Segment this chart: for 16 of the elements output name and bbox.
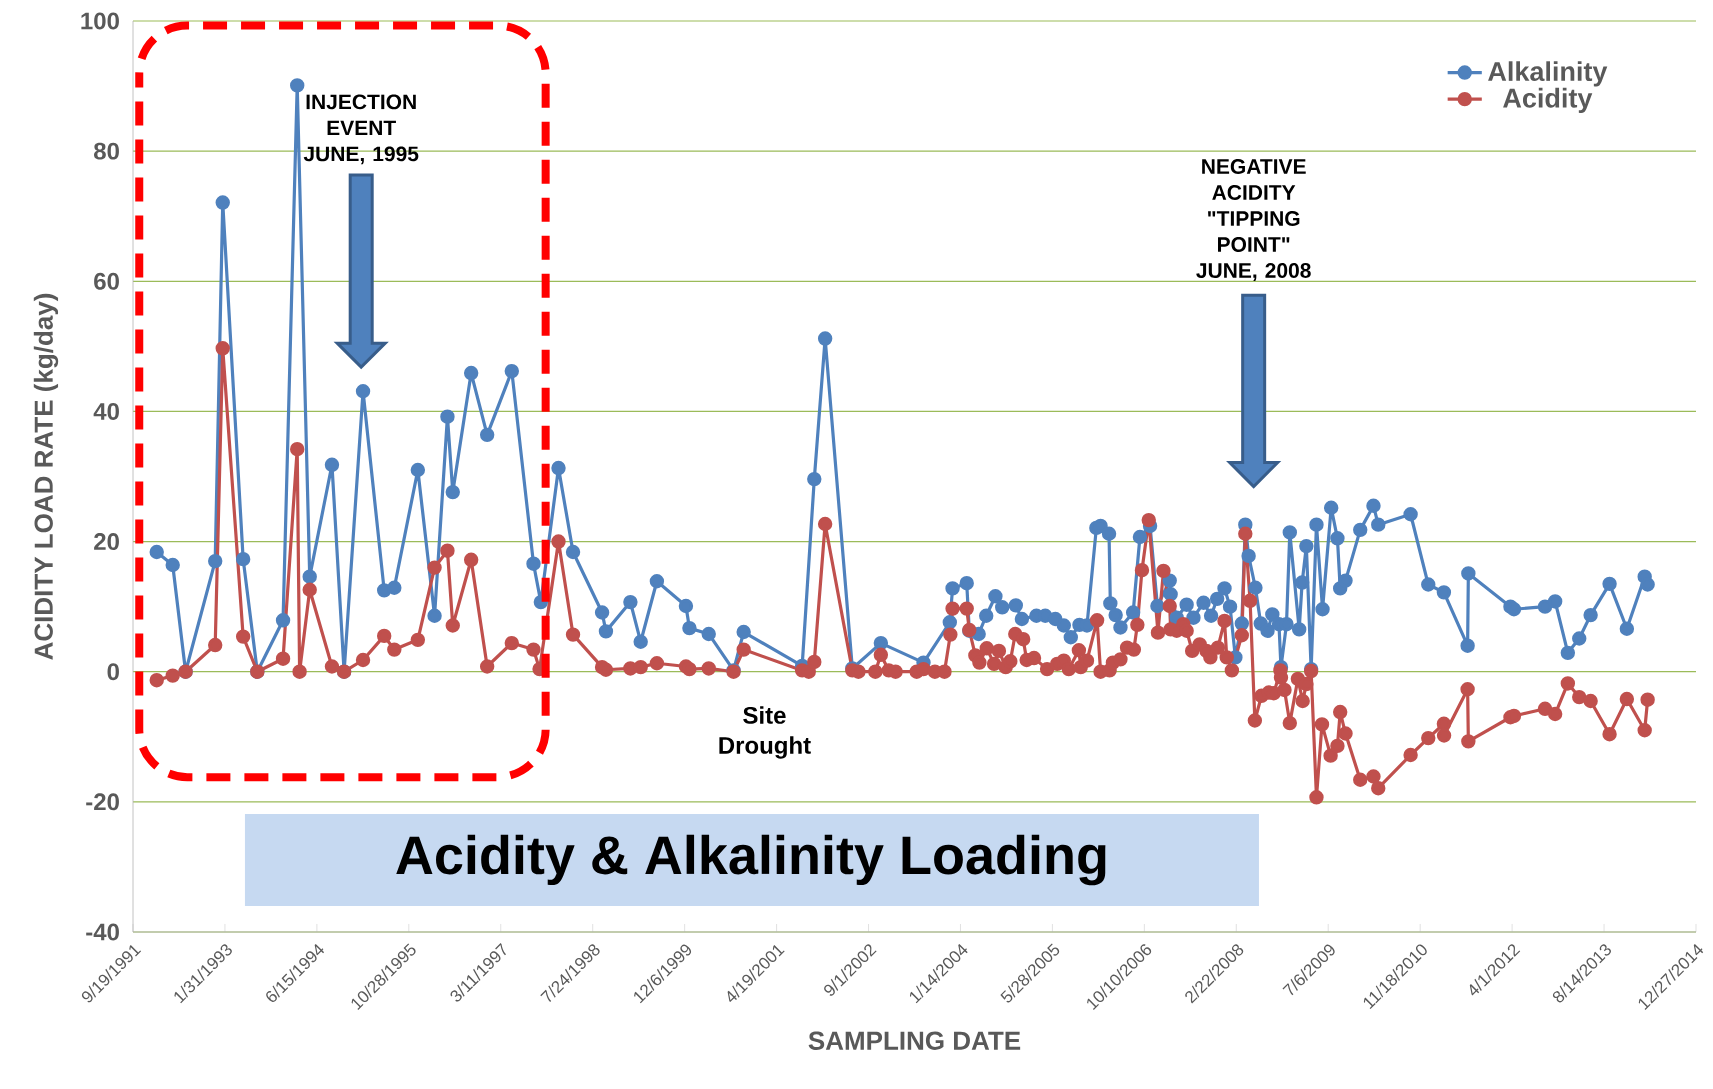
y-tick-label: -40 [86,923,119,941]
y-tick-label: -20 [86,793,119,811]
y-tick-label: 20 [94,533,119,551]
y-tick-label: 0 [107,663,119,681]
y-axis-title: ACIDITY LOAD RATE (kg/day) [33,293,59,660]
text: Acidity & Alkalinity Loading [396,834,1106,886]
y-tick-label: 80 [94,142,119,160]
y-tick-label: 100 [81,12,119,30]
annotation: INJECTION EVENT JUNE, 1995 [303,94,419,165]
legend-label: Acidity [1503,87,1593,114]
legend-label: Alkalinity [1488,61,1608,87]
annotation: Site Drought [719,706,811,759]
x-axis-title: SAMPLING DATE [808,1031,1021,1050]
annotation: NEGATIVE ACIDITY "TIPPING POINT" JUNE, 2008 [1196,159,1311,281]
y-tick-label: 60 [94,272,119,290]
y-tick-label: 40 [93,402,119,420]
